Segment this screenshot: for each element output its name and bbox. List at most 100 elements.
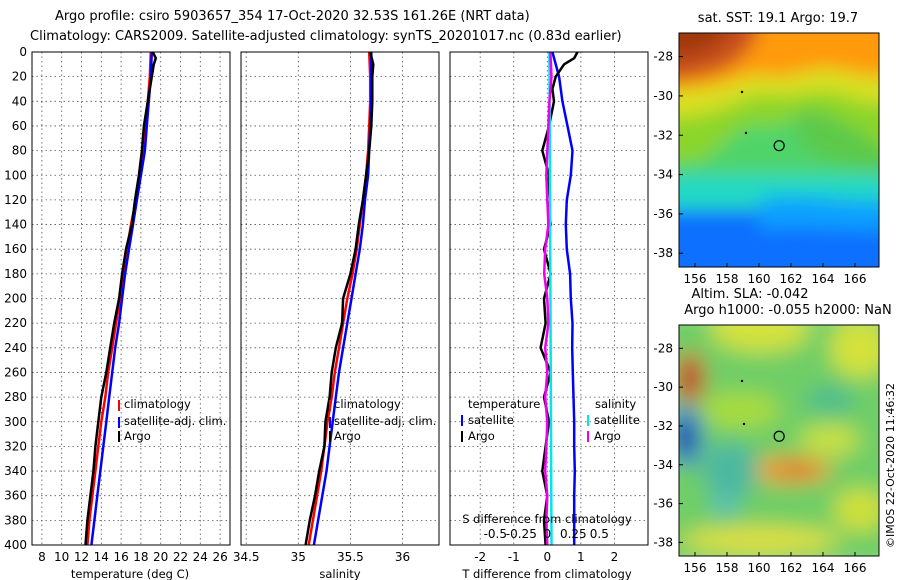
y-tick-label: 380 [4, 513, 27, 527]
sst-map-frame [678, 32, 880, 268]
map-y-tick-label: -32 [653, 419, 673, 433]
sla-heatmap [679, 325, 879, 556]
map-x-tick-label: 166 [844, 561, 867, 575]
salinity-axes: 34.5 35 35.5 36 [233, 550, 410, 564]
temperature-frame [31, 51, 231, 546]
difference-top-xlabel: S difference from climatology [462, 512, 632, 526]
y-tick-label: 360 [4, 489, 27, 503]
y-tick-label: 120 [4, 193, 27, 207]
figure-title-line2: Climatology: CARS2009. Satellite-adjuste… [30, 29, 622, 44]
map-x-tick-label: 156 [684, 272, 707, 286]
y-tick-label: 80 [12, 144, 27, 158]
series-argo [304, 51, 375, 546]
y-tick-label: 260 [4, 365, 27, 379]
difference-series [539, 51, 579, 546]
map-x-tick-label: 156 [684, 561, 707, 575]
x-tick-label: -2 [474, 550, 486, 564]
sla-map-panel: Altim. SLA: -0.042 Argo h1000: -0.055 h2… [653, 287, 891, 575]
map-y-tick-label: -38 [653, 246, 673, 260]
imos-watermark: ©IMOS 22-Oct-2020 11:46:32 [884, 383, 897, 548]
legend-climatology: climatology [124, 397, 191, 411]
difference-legend: temperature salinity satellite Argo sate… [461, 397, 640, 443]
difference-frame [449, 51, 649, 546]
map-y-tick-label: -28 [653, 341, 673, 355]
y-tick-label: 0 [19, 45, 27, 59]
x-tick-label: 14 [94, 550, 109, 564]
sst-map-axes: 156 158 160 162 164 166 -28 -30 -32 -34 -36 -38 [653, 50, 866, 286]
legend-satellite-adj: satellite-adj. clim. [124, 414, 226, 428]
temperature-panel: 0 20 40 60 80 100 120 140 160 180 200 220 240 260 280 3… [4, 45, 231, 580]
legend-climatology: climatology [334, 397, 401, 411]
top-x-tick-label: 0 [544, 527, 552, 541]
temperature-xlabel: temperature (deg C) [71, 567, 189, 580]
map-y-tick-label: -38 [653, 535, 673, 549]
difference-panel: -2 -1 0 1 2 -0.5-0.25 0 0.25 0.5 S difference fr… [449, 51, 649, 580]
map-y-tick-label: -36 [653, 497, 673, 511]
series-satellite-adj-clim- [90, 51, 154, 546]
x-tick-label: 34.5 [233, 550, 260, 564]
y-tick-label: 60 [12, 119, 27, 133]
x-tick-label: 0 [544, 550, 552, 564]
sst-map-dot [744, 131, 748, 135]
figure-title-line1: Argo profile: csiro 5903657_354 17-Oct-2… [55, 9, 530, 24]
map-y-tick-label: -34 [653, 168, 673, 182]
x-tick-label: 26 [212, 550, 227, 564]
map-x-tick-label: 162 [780, 272, 803, 286]
map-x-tick-label: 158 [716, 272, 739, 286]
y-tick-label: 340 [4, 464, 27, 478]
map-y-tick-label: -36 [653, 207, 673, 221]
map-y-tick-label: -32 [653, 128, 673, 142]
y-tick-label: 280 [4, 390, 27, 404]
y-tick-label: 400 [4, 538, 27, 552]
map-x-tick-label: 158 [716, 561, 739, 575]
x-tick-label: 24 [193, 550, 208, 564]
x-tick-label: 12 [74, 550, 89, 564]
x-tick-label: 8 [38, 550, 46, 564]
legend-title-temperature: temperature [468, 397, 540, 411]
top-x-tick-label: 0.25 [560, 527, 587, 541]
x-tick-label: 20 [153, 550, 168, 564]
legend-argo: Argo [334, 429, 361, 443]
series-argo [84, 51, 158, 546]
x-tick-label: 10 [54, 550, 69, 564]
legend-satellite-adj: satellite-adj. clim. [334, 414, 436, 428]
sla-map-axes: 156 158 160 162 164 166 -28 -30 -32 -34 -36 -38 [653, 341, 866, 575]
map-y-tick-label: -30 [653, 380, 673, 394]
salinity-series [304, 51, 375, 546]
y-tick-label: 160 [4, 242, 27, 256]
legend-s-satellite: satellite [594, 413, 640, 427]
y-tick-label: 20 [12, 70, 27, 84]
sst-map-title: sat. SST: 19.1 Argo: 19.7 [698, 11, 858, 26]
x-tick-label: 35 [291, 550, 306, 564]
top-x-tick-label: -0.25 [506, 527, 537, 541]
salinity-legend: climatology satellite-adj. clim. Argo [329, 397, 436, 443]
difference-xlabel: T difference from climatology [461, 567, 632, 580]
legend-t-argo: Argo [468, 429, 495, 443]
temperature-series [84, 51, 158, 546]
legend-t-satellite: satellite [468, 413, 514, 427]
difference-axes: -2 -1 0 1 2 -0.5-0.25 0 0.25 0.5 [474, 527, 618, 564]
map-x-tick-label: 160 [748, 272, 771, 286]
map-x-tick-label: 160 [748, 561, 771, 575]
temperature-axes: 0 20 40 60 80 100 120 140 160 180 200 220 240 260 280 3… [4, 45, 228, 564]
legend-s-argo: Argo [594, 429, 621, 443]
x-tick-label: 22 [173, 550, 188, 564]
sst-argo-position-marker [773, 140, 785, 152]
x-tick-label: 2 [611, 550, 619, 564]
salinity-panel: 34.5 35 35.5 36 salinity climatology satell… [233, 51, 440, 580]
y-tick-label: 320 [4, 439, 27, 453]
temperature-legend: climatology satellite-adj. clim. Argo [118, 397, 226, 443]
sla-map-title: Altim. SLA: -0.042 [691, 287, 808, 302]
x-tick-label: 36 [395, 550, 410, 564]
sla-map-subtitle: Argo h1000: -0.055 h2000: NaN [684, 303, 891, 318]
y-tick-label: 180 [4, 267, 27, 281]
sla-map-dot [740, 379, 744, 383]
legend-title-salinity: salinity [595, 397, 636, 411]
x-tick-label: 35.5 [337, 550, 364, 564]
sla-map-dot [742, 422, 746, 426]
series-salinity-satellite [548, 51, 553, 546]
series-salinity-argo [542, 51, 553, 546]
y-tick-label: 100 [4, 168, 27, 182]
map-x-tick-label: 164 [812, 561, 835, 575]
